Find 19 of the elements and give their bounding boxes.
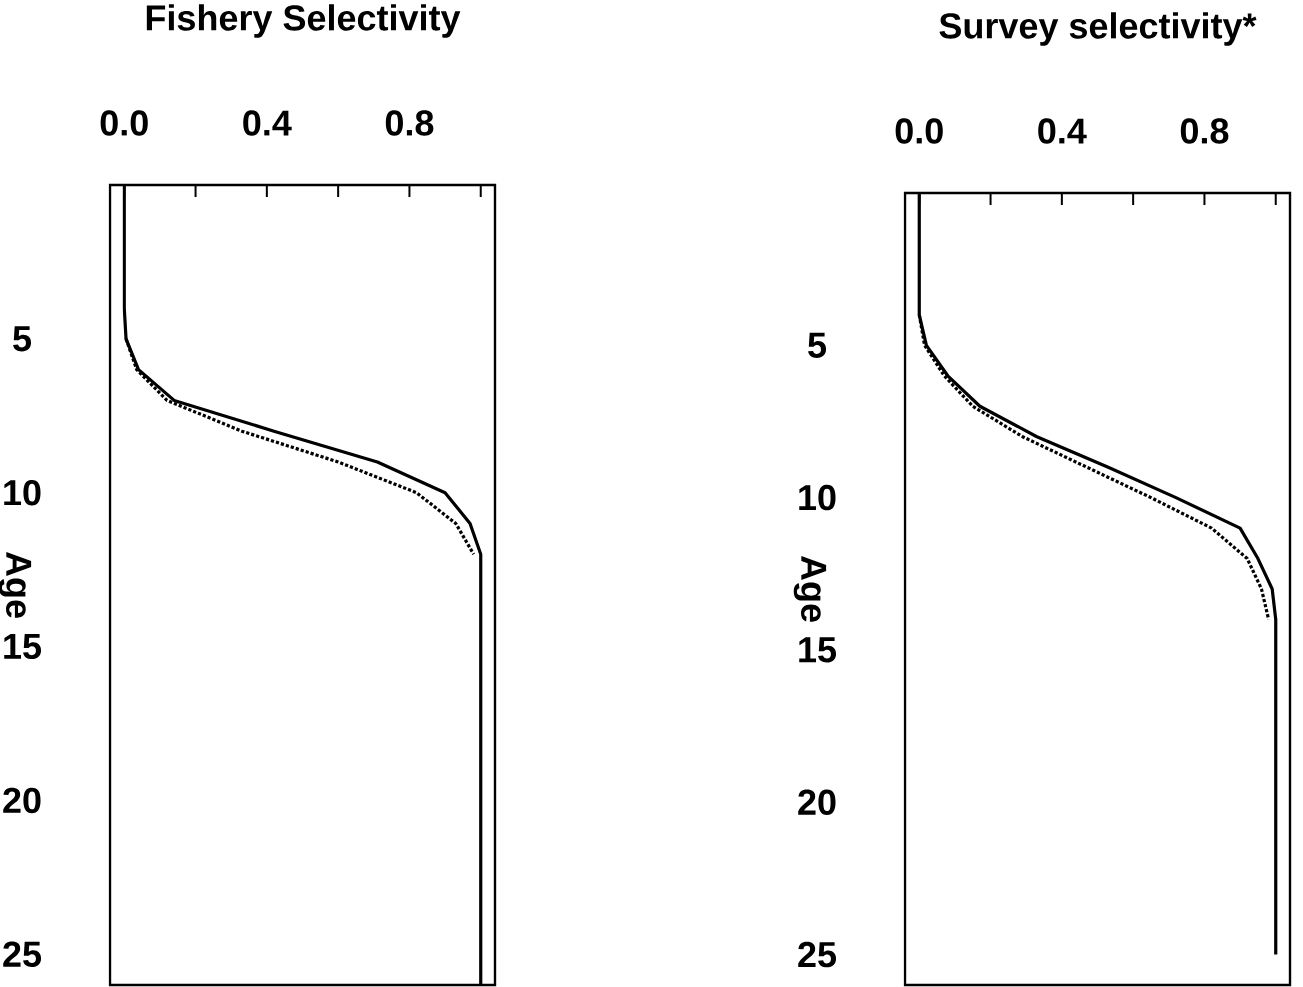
y-tick-label: 15 bbox=[799, 637, 837, 663]
y-tick-label: 10 bbox=[799, 484, 836, 511]
x-tick-label: 0.0 bbox=[100, 110, 148, 136]
x-tick-label: 0.8 bbox=[385, 110, 434, 136]
y-tick-label: 25 bbox=[798, 941, 837, 968]
y-tick-label: 20 bbox=[3, 787, 41, 814]
y-tick-label: 20 bbox=[798, 789, 836, 815]
y-tick-label: 25 bbox=[3, 941, 42, 967]
y-tick-label: 5 bbox=[13, 326, 32, 352]
y-tick-label: 15 bbox=[4, 633, 42, 660]
x-tick-label: 0.8 bbox=[1180, 118, 1229, 144]
x-tick-label: 0.0 bbox=[895, 118, 943, 144]
chart-title: Fishery Selectivity bbox=[146, 4, 461, 38]
y-tick-label: 5 bbox=[808, 332, 827, 358]
chart-title: Survey selectivity* bbox=[939, 12, 1257, 46]
y-axis-title: Age bbox=[793, 555, 827, 622]
x-tick-label: 0.4 bbox=[243, 110, 292, 136]
x-tick-label: 0.4 bbox=[1038, 118, 1087, 144]
y-tick-label: 10 bbox=[4, 479, 41, 506]
